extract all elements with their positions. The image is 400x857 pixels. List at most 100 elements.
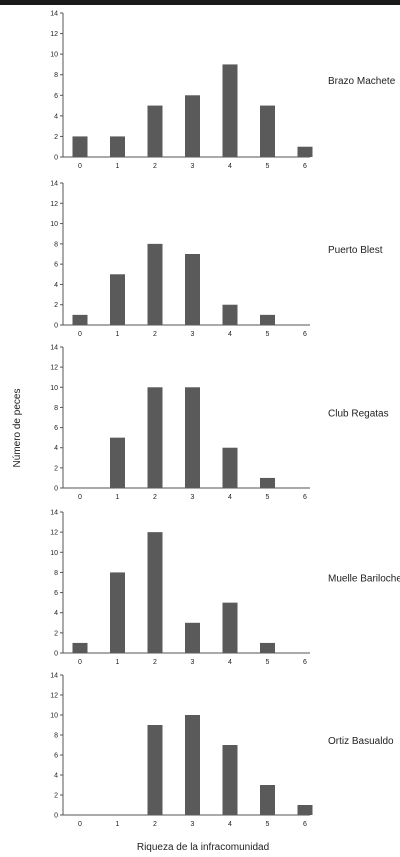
bar	[147, 243, 163, 325]
bar	[260, 642, 275, 653]
bar	[147, 105, 163, 157]
y-tick-label: 0	[54, 323, 58, 330]
x-tick-label: 1	[116, 331, 120, 338]
top-rule	[0, 0, 400, 5]
bar	[110, 437, 125, 488]
bar	[72, 314, 88, 325]
x-tick-label: 1	[116, 494, 120, 501]
y-tick-label: 8	[54, 570, 58, 577]
bar	[222, 447, 238, 488]
bar	[260, 314, 275, 325]
y-tick-label: 8	[54, 733, 58, 740]
y-tick-label: 0	[54, 813, 58, 820]
y-tick-label: 12	[50, 31, 58, 38]
bar	[147, 387, 163, 488]
x-tick-label: 6	[303, 163, 307, 170]
y-tick-label: 2	[54, 793, 58, 800]
x-tick-label: 0	[78, 331, 82, 338]
x-tick-label: 1	[116, 821, 120, 828]
y-tick-label: 10	[50, 713, 58, 720]
y-tick-label: 0	[54, 486, 58, 493]
bar	[185, 622, 200, 653]
bar	[260, 785, 275, 815]
x-tick-label: 3	[191, 659, 195, 666]
y-axis-title: Número de peces	[12, 389, 23, 468]
bar	[147, 532, 163, 653]
x-axis-title: Riqueza de la infracomunidad	[137, 842, 269, 853]
y-tick-label: 12	[50, 201, 58, 208]
bar	[260, 477, 275, 488]
x-tick-label: 5	[266, 331, 270, 338]
y-tick-label: 6	[54, 93, 58, 100]
x-tick-label: 6	[303, 659, 307, 666]
x-tick-label: 2	[153, 821, 157, 828]
y-tick-label: 6	[54, 590, 58, 597]
y-tick-label: 0	[54, 155, 58, 162]
y-tick-label: 12	[50, 693, 58, 700]
x-tick-label: 2	[153, 494, 157, 501]
x-tick-label: 4	[228, 331, 232, 338]
x-tick-label: 1	[116, 659, 120, 666]
y-tick-label: 2	[54, 302, 58, 309]
y-tick-label: 10	[50, 550, 58, 557]
x-tick-label: 2	[153, 659, 157, 666]
bar	[222, 64, 238, 157]
y-tick-label: 4	[54, 610, 58, 617]
x-tick-label: 5	[266, 659, 270, 666]
bar	[260, 105, 275, 157]
bar	[185, 387, 200, 488]
x-tick-label: 5	[266, 821, 270, 828]
y-tick-label: 10	[50, 52, 58, 59]
panel-label: Ortiz Basualdo	[328, 736, 394, 747]
x-tick-label: 3	[191, 494, 195, 501]
y-tick-label: 14	[50, 181, 58, 188]
bar	[185, 95, 200, 157]
y-tick-label: 14	[50, 673, 58, 680]
bar	[222, 602, 238, 653]
bar	[297, 805, 313, 815]
x-tick-label: 4	[228, 163, 232, 170]
panel-label: Puerto Blest	[328, 245, 383, 256]
y-tick-label: 8	[54, 241, 58, 248]
x-tick-label: 4	[228, 659, 232, 666]
x-tick-label: 4	[228, 821, 232, 828]
bar	[110, 274, 125, 325]
y-tick-label: 4	[54, 773, 58, 780]
panel-label: Club Regatas	[328, 409, 389, 420]
x-tick-label: 3	[191, 163, 195, 170]
x-tick-label: 6	[303, 494, 307, 501]
y-tick-label: 4	[54, 113, 58, 120]
y-tick-label: 4	[54, 445, 58, 452]
x-tick-label: 3	[191, 821, 195, 828]
x-tick-label: 0	[78, 163, 82, 170]
y-tick-label: 6	[54, 425, 58, 432]
x-tick-label: 6	[303, 821, 307, 828]
y-tick-label: 12	[50, 365, 58, 372]
y-tick-label: 2	[54, 465, 58, 472]
y-tick-label: 12	[50, 530, 58, 537]
y-tick-label: 0	[54, 651, 58, 658]
x-tick-label: 0	[78, 821, 82, 828]
y-tick-label: 4	[54, 282, 58, 289]
x-tick-label: 0	[78, 659, 82, 666]
bar	[72, 642, 88, 653]
y-tick-label: 10	[50, 385, 58, 392]
x-tick-label: 5	[266, 494, 270, 501]
y-tick-label: 6	[54, 753, 58, 760]
y-tick-label: 10	[50, 221, 58, 228]
panel-label: Brazo Machete	[328, 76, 396, 87]
bar	[185, 254, 200, 325]
y-tick-label: 6	[54, 262, 58, 269]
bar	[110, 136, 125, 157]
bar	[222, 745, 238, 815]
y-tick-label: 14	[50, 345, 58, 352]
x-tick-label: 5	[266, 163, 270, 170]
bar	[72, 136, 88, 157]
bar	[297, 146, 313, 157]
